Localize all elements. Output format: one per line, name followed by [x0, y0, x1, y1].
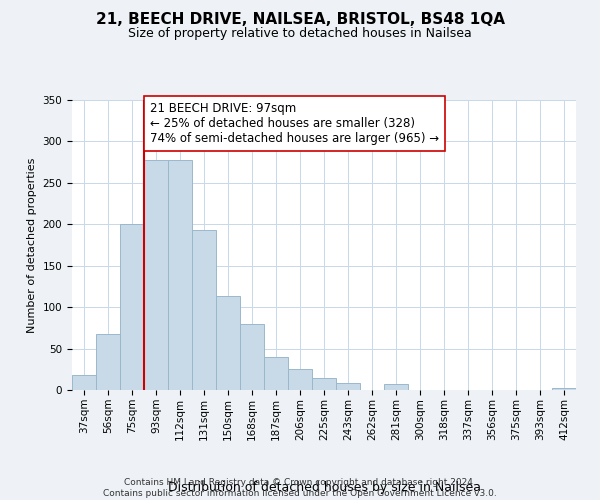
Bar — [120, 224, 144, 390]
Bar — [552, 388, 576, 390]
X-axis label: Distribution of detached houses by size in Nailsea: Distribution of detached houses by size … — [167, 482, 481, 494]
Bar — [72, 375, 96, 390]
Bar — [144, 160, 168, 390]
Text: Size of property relative to detached houses in Nailsea: Size of property relative to detached ho… — [128, 28, 472, 40]
Bar — [384, 384, 408, 390]
Text: 21, BEECH DRIVE, NAILSEA, BRISTOL, BS48 1QA: 21, BEECH DRIVE, NAILSEA, BRISTOL, BS48 … — [95, 12, 505, 28]
Text: 21 BEECH DRIVE: 97sqm
← 25% of detached houses are smaller (328)
74% of semi-det: 21 BEECH DRIVE: 97sqm ← 25% of detached … — [150, 102, 439, 144]
Bar — [216, 296, 240, 390]
Y-axis label: Number of detached properties: Number of detached properties — [27, 158, 37, 332]
Bar — [96, 334, 120, 390]
Bar — [336, 384, 360, 390]
Bar — [168, 160, 192, 390]
Text: Contains HM Land Registry data © Crown copyright and database right 2024.
Contai: Contains HM Land Registry data © Crown c… — [103, 478, 497, 498]
Bar — [264, 357, 288, 390]
Bar — [192, 230, 216, 390]
Bar — [288, 370, 312, 390]
Bar — [240, 324, 264, 390]
Bar — [312, 378, 336, 390]
